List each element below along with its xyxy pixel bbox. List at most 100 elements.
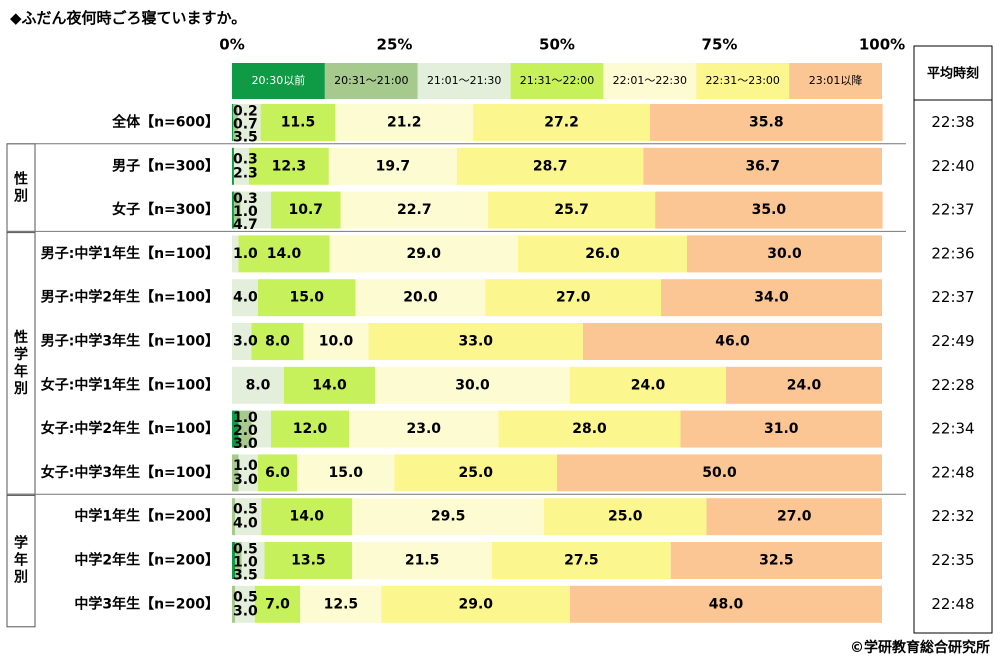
data-label: 3.5 [233, 130, 258, 146]
avg-value: 22:37 [931, 288, 974, 306]
data-label: 30.0 [455, 377, 490, 393]
data-label: 36.7 [745, 158, 780, 174]
data-label: 23.0 [406, 421, 441, 437]
bar-row: 男子:中学2年生【n=100】 15.0 20.0 27.0 34.0 4.0 22:37 [41, 279, 975, 317]
bar-segment [303, 323, 369, 360]
data-label: 10.7 [289, 202, 324, 218]
bar-segment [235, 498, 262, 536]
data-label: 22.7 [397, 202, 432, 218]
legend-swatch [417, 63, 511, 99]
data-label: 14.0 [312, 377, 347, 393]
bar-segment [706, 498, 882, 536]
data-label: 35.0 [752, 202, 787, 218]
row-label: 女子【n=300】 [112, 201, 219, 218]
data-label: 7.0 [265, 596, 290, 612]
data-label: 0.3 [233, 191, 258, 207]
data-label: 1.0 [233, 458, 258, 474]
row-label: 中学2年生【n=200】 [74, 552, 219, 569]
bar-segment [557, 454, 882, 492]
avg-value: 22:28 [931, 376, 974, 394]
data-label: 30.0 [767, 246, 802, 262]
bar-row: 女子:中学1年生【n=100】 8.0 14.0 30.0 24.0 24.0 22:28 [41, 366, 975, 404]
data-label: 32.5 [759, 553, 794, 569]
data-label: 13.5 [291, 553, 326, 569]
row-label: 男子:中学3年生【n=100】 [41, 333, 219, 350]
data-label: 0.5 [233, 542, 258, 558]
bar-row: 男子:中学1年生【n=100】 14.0 29.0 26.0 30.0 1.0 22:36 [41, 235, 975, 273]
data-label: 21.2 [387, 115, 422, 131]
bar-segment [232, 279, 258, 317]
data-label: 0.5 [233, 502, 258, 518]
bar-segment [328, 147, 457, 185]
row-label: 全体【n=600】 [111, 114, 219, 131]
bar-segment [329, 235, 518, 273]
bar-segment [248, 147, 329, 185]
data-label: 26.0 [585, 246, 620, 262]
data-label: 50.0 [702, 465, 737, 481]
credit: ©学研教育総合研究所 [850, 640, 990, 656]
data-label: 11.5 [281, 115, 316, 131]
bar-segment [232, 366, 284, 404]
bar-segment [670, 542, 882, 579]
bar-segment [235, 542, 242, 579]
bar-segment [232, 410, 239, 448]
bar-segment [232, 235, 239, 273]
legend-label: 20:31～21:00 [334, 74, 408, 87]
data-label: 20.0 [403, 290, 438, 306]
data-label: 1.0 [233, 246, 258, 262]
bar-segment [381, 585, 570, 623]
data-label: 1.0 [233, 204, 258, 220]
bar-segment [233, 104, 238, 141]
bar-segment [232, 104, 234, 141]
bar-segment [485, 279, 661, 317]
data-label: 8.0 [246, 377, 271, 393]
bar-segment [271, 191, 341, 229]
data-label: 15.0 [289, 290, 324, 306]
row-label: 女子:中学3年生【n=100】 [41, 464, 219, 481]
bar-segment [264, 542, 353, 579]
bar-segment [232, 191, 234, 229]
row-label: 中学1年生【n=200】 [74, 508, 219, 525]
avg-value: 22:37 [931, 201, 974, 219]
data-label: 48.0 [709, 596, 744, 612]
x-tick-label: 0% [219, 36, 244, 54]
data-label: 27.0 [777, 509, 812, 525]
legend-swatch [789, 63, 882, 99]
data-label: 12.5 [324, 596, 359, 612]
bar-segment [349, 410, 499, 448]
bar-segment [340, 191, 489, 229]
bar-segment [335, 104, 474, 141]
bar-segment [232, 323, 252, 360]
legend-label: 21:01～21:30 [427, 74, 501, 87]
bar-row: 中学2年生【n=200】 13.5 21.5 27.5 32.5 0.51.03.5 22:… [74, 542, 974, 584]
bar-segment [300, 585, 382, 623]
legend-label: 22:31～23:00 [706, 74, 780, 87]
data-label: 0.5 [233, 589, 258, 605]
avg-value: 22:38 [931, 113, 974, 131]
bar-segment [687, 235, 882, 273]
bar-segment [237, 104, 261, 141]
bar-segment [643, 147, 882, 185]
data-label: 35.8 [749, 115, 784, 131]
bar-row: 中学3年生【n=200】 7.0 12.5 29.0 48.0 0.53.0 22:48 [74, 585, 975, 623]
data-label: 3.0 [233, 334, 258, 350]
data-label: 28.7 [533, 158, 568, 174]
legend-label: 20:30以前 [252, 73, 306, 87]
bar-segment [261, 498, 353, 536]
data-label: 2.3 [233, 165, 258, 181]
bar-segment [492, 542, 671, 579]
bar-segment [232, 542, 236, 579]
x-tick-label: 50% [539, 36, 575, 54]
avg-value: 22:32 [931, 507, 974, 525]
row-label: 男子:中学1年生【n=100】 [41, 245, 219, 262]
row-label: 男子:中学2年生【n=100】 [41, 289, 219, 306]
bar-segment [232, 147, 234, 185]
data-label: 28.0 [572, 421, 607, 437]
bar-segment [235, 585, 255, 623]
bar-segment [473, 104, 650, 141]
data-label: 4.0 [233, 516, 258, 532]
bar-segment [258, 279, 356, 317]
bar-segment [680, 410, 882, 448]
data-label: 1.0 [233, 555, 258, 571]
